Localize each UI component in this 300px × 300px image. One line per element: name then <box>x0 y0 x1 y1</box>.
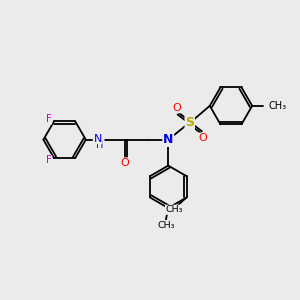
Text: N: N <box>93 134 102 143</box>
Text: O: O <box>199 133 207 143</box>
Text: CH₃: CH₃ <box>157 220 175 230</box>
Text: F: F <box>46 155 52 165</box>
Text: CH₃: CH₃ <box>268 101 286 111</box>
Text: F: F <box>46 114 52 124</box>
Text: N: N <box>163 133 173 146</box>
Text: CH₃: CH₃ <box>166 205 183 214</box>
Text: H: H <box>96 140 103 150</box>
Text: S: S <box>185 116 194 129</box>
Text: O: O <box>121 158 129 168</box>
Text: O: O <box>172 103 181 112</box>
